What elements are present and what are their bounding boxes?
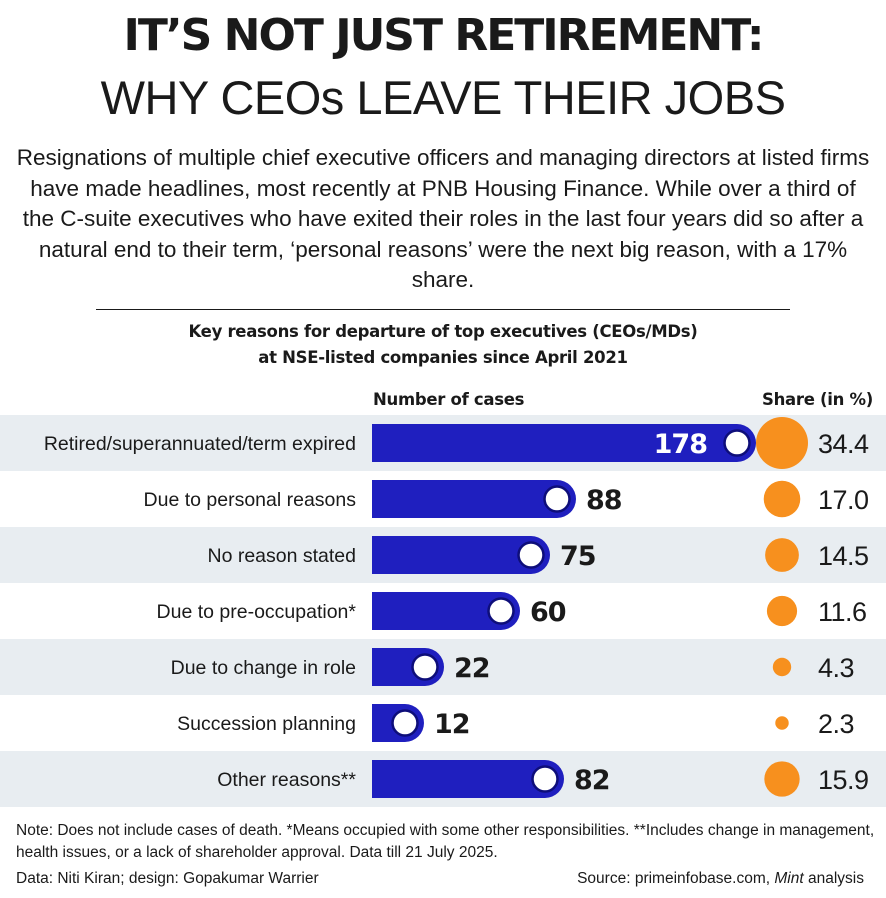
share-bubble bbox=[766, 595, 798, 627]
bar-end-knob bbox=[517, 541, 545, 569]
bar-end-knob bbox=[531, 765, 559, 793]
footnote: Note: Does not include cases of death. *… bbox=[16, 822, 875, 861]
share-value-label: 15.9 bbox=[818, 765, 869, 795]
share-bubble bbox=[756, 417, 808, 469]
category-label: Due to personal reasons bbox=[144, 489, 357, 511]
category-label: Due to pre-occupation* bbox=[157, 601, 357, 623]
chart-title-line-2: at NSE-listed companies since April 2021 bbox=[258, 348, 628, 367]
bar-value-label: 75 bbox=[560, 541, 596, 572]
category-label: No reason stated bbox=[207, 545, 356, 567]
bar bbox=[372, 424, 756, 462]
share-bubble bbox=[763, 480, 801, 518]
title-line-1: IT’S NOT JUST RETIREMENT: bbox=[123, 10, 765, 61]
share-value-label: 11.6 bbox=[818, 597, 867, 627]
credit-mint: Mint bbox=[774, 870, 804, 887]
credit-source: Source: primeinfobase.com, bbox=[577, 870, 771, 887]
bar-value-label: 178 bbox=[654, 429, 708, 460]
bar-value-label: 12 bbox=[434, 709, 470, 740]
bar bbox=[372, 536, 550, 574]
bar-column-header: Number of cases bbox=[373, 390, 525, 409]
share-value-label: 4.3 bbox=[818, 653, 854, 683]
title-line-2: WHY CEOs LEAVE THEIR JOBS bbox=[100, 71, 786, 124]
bar-value-label: 22 bbox=[454, 653, 490, 684]
bar-chart: Retired/superannuated/term expired 178 34.… bbox=[0, 415, 886, 807]
bar bbox=[372, 760, 564, 798]
category-label: Succession planning bbox=[177, 713, 356, 735]
credit-left: Data: Niti Kiran; design: Gopakumar Warr… bbox=[16, 870, 319, 887]
bar-end-knob bbox=[723, 429, 751, 457]
divider-rule bbox=[96, 309, 790, 310]
credit-right: Source: primeinfobase.com, Mint analysis bbox=[577, 870, 864, 888]
share-bubble bbox=[764, 761, 800, 797]
bar bbox=[372, 480, 576, 518]
share-bubble bbox=[775, 716, 789, 730]
bar-value-label: 82 bbox=[574, 765, 610, 796]
chart-title: Key reasons for departure of top executi… bbox=[0, 319, 886, 371]
share-bubble bbox=[772, 657, 792, 677]
credit-analysis: analysis bbox=[808, 870, 864, 887]
bar-end-knob bbox=[487, 597, 515, 625]
bar bbox=[372, 592, 520, 630]
share-value-label: 14.5 bbox=[818, 541, 869, 571]
bar-end-knob bbox=[411, 653, 439, 681]
share-value-label: 34.4 bbox=[818, 429, 869, 459]
bar-end-knob bbox=[391, 709, 419, 737]
share-bubble bbox=[765, 538, 799, 572]
intro-paragraph: Resignations of multiple chief executive… bbox=[16, 145, 870, 292]
bar-value-label: 60 bbox=[530, 597, 566, 628]
bar-end-knob bbox=[543, 485, 571, 513]
chart-title-line-1: Key reasons for departure of top executi… bbox=[188, 322, 698, 341]
bar-value-label: 88 bbox=[586, 485, 622, 516]
share-column-header: Share (in %) bbox=[762, 390, 873, 409]
category-label: Due to change in role bbox=[171, 657, 356, 679]
share-value-label: 17.0 bbox=[818, 485, 869, 515]
category-label: Retired/superannuated/term expired bbox=[44, 433, 356, 455]
category-label: Other reasons** bbox=[217, 769, 356, 791]
share-value-label: 2.3 bbox=[818, 709, 854, 739]
